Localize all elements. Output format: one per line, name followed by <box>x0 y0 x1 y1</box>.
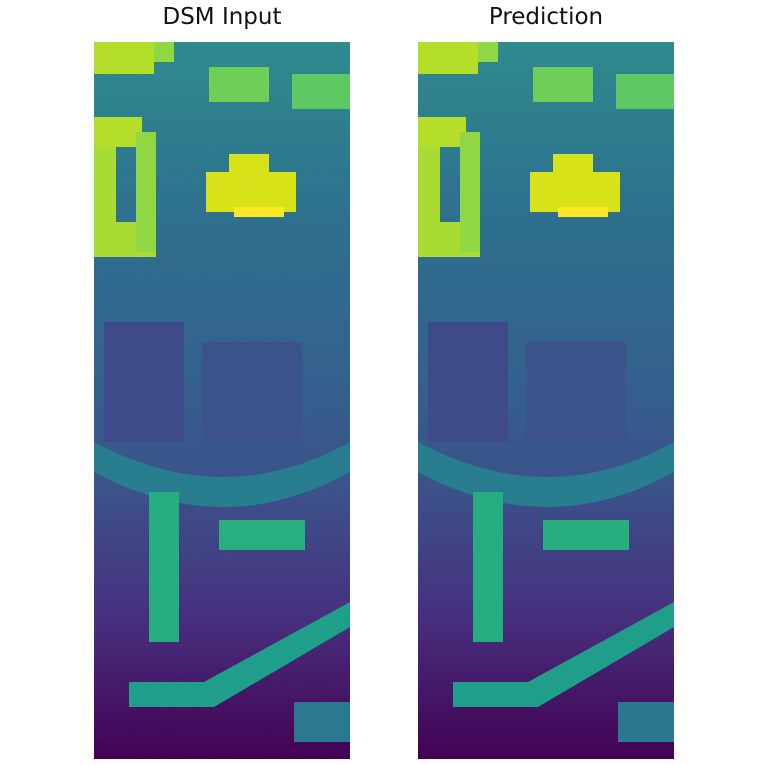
dsm-input-image <box>94 42 350 759</box>
panel-title: DSM Input <box>162 4 282 30</box>
panel-title: Prediction <box>488 4 604 30</box>
prediction-image <box>418 42 674 759</box>
